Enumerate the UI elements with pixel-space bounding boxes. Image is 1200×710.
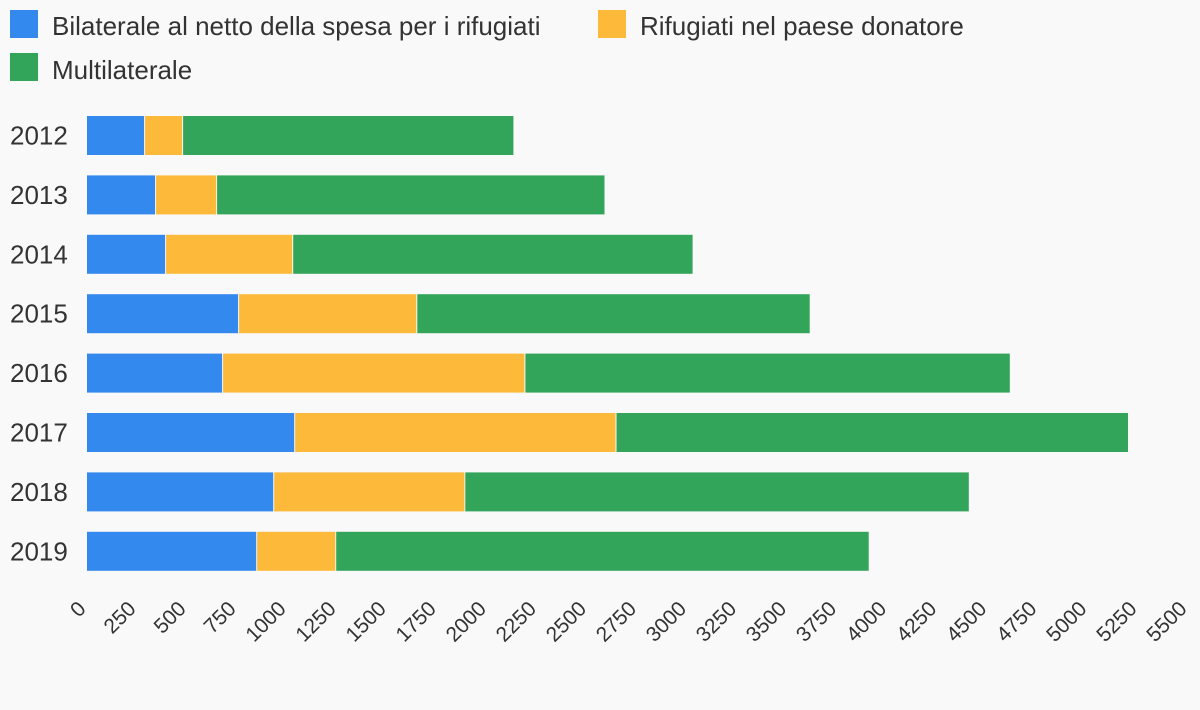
category-label-2012: 2012	[10, 121, 68, 151]
x-tick-label-2250: 2250	[492, 597, 541, 646]
legend-item-multilaterale[interactable]: Multilaterale	[10, 53, 192, 85]
bar-2018-series-2[interactable]	[465, 472, 969, 512]
bar-2014-series-1[interactable]	[166, 234, 293, 274]
category-label-2013: 2013	[10, 180, 68, 210]
x-tick-label-5250: 5250	[1092, 597, 1141, 646]
category-label-2015: 2015	[10, 299, 68, 329]
legend-swatch-rifugiati	[598, 10, 626, 38]
bar-2017-series-1[interactable]	[295, 413, 616, 452]
x-tick-label-4250: 4250	[892, 597, 941, 646]
bar-2015-series-2[interactable]	[417, 294, 810, 334]
legend-item-bilaterale[interactable]: Bilaterale al netto della spesa per i ri…	[10, 10, 541, 41]
legend: Bilaterale al netto della spesa per i ri…	[10, 10, 964, 85]
category-label-2014: 2014	[10, 239, 68, 269]
bar-2019-series-0[interactable]	[87, 531, 257, 571]
x-tick-label-500: 500	[150, 597, 191, 638]
bar-2013-series-1[interactable]	[156, 175, 217, 215]
x-tick-label-5500: 5500	[1142, 597, 1191, 646]
bar-2014-series-0[interactable]	[87, 234, 166, 274]
bar-2017-series-2[interactable]	[616, 413, 1129, 452]
bar-2018-series-0[interactable]	[87, 472, 274, 512]
x-tick-label-4000: 4000	[842, 597, 891, 646]
bar-2014-series-2[interactable]	[293, 234, 693, 274]
bar-2013-series-0[interactable]	[87, 175, 156, 215]
category-label-2019: 2019	[10, 536, 68, 566]
x-tick-label-3500: 3500	[742, 597, 791, 646]
category-label-2017: 2017	[10, 418, 68, 448]
plot-area: 2012 2013 2014 2015 2016 2017 2018 2019	[10, 116, 1128, 571]
x-tick-label-4500: 4500	[942, 597, 991, 646]
legend-swatch-multilaterale	[10, 53, 38, 81]
x-tick-label-250: 250	[99, 597, 140, 638]
x-tick-label-2000: 2000	[442, 597, 491, 646]
legend-label-bilaterale: Bilaterale al netto della spesa per i ri…	[52, 11, 541, 41]
bar-2015-series-1[interactable]	[239, 294, 417, 334]
x-tick-label-750: 750	[200, 597, 241, 638]
bar-2012-series-0[interactable]	[87, 116, 145, 155]
category-label-2016: 2016	[10, 358, 68, 388]
bar-2012-series-2[interactable]	[183, 116, 514, 155]
bar-2013-series-2[interactable]	[217, 175, 605, 215]
x-axis: 0 250 500 750 1000 1250 1500 1750 2000 2250 2500 27…	[66, 597, 1192, 646]
x-tick-label-4750: 4750	[992, 597, 1041, 646]
legend-label-rifugiati: Rifugiati nel paese donatore	[640, 11, 964, 41]
bar-2019-series-1[interactable]	[257, 531, 336, 571]
legend-label-multilaterale: Multilaterale	[52, 55, 192, 85]
bar-2016-series-2[interactable]	[525, 353, 1010, 393]
x-tick-label-2500: 2500	[542, 597, 591, 646]
bar-2016-series-0[interactable]	[87, 353, 223, 393]
x-tick-label-1250: 1250	[291, 597, 340, 646]
bar-2015-series-0[interactable]	[87, 294, 239, 334]
bar-2018-series-1[interactable]	[274, 472, 465, 512]
x-tick-label-2750: 2750	[592, 597, 641, 646]
legend-item-rifugiati[interactable]: Rifugiati nel paese donatore	[598, 10, 964, 41]
category-label-2018: 2018	[10, 477, 68, 507]
bar-2019-series-2[interactable]	[336, 531, 869, 571]
x-tick-label-1500: 1500	[342, 597, 391, 646]
x-tick-label-5000: 5000	[1042, 597, 1091, 646]
bar-2017-series-0[interactable]	[87, 413, 295, 452]
x-tick-label-3250: 3250	[692, 597, 741, 646]
bar-2012-series-1[interactable]	[145, 116, 183, 155]
x-tick-label-1750: 1750	[392, 597, 441, 646]
x-tick-label-3750: 3750	[792, 597, 841, 646]
legend-swatch-bilaterale	[10, 10, 38, 38]
x-tick-label-1000: 1000	[241, 597, 290, 646]
x-tick-label-0: 0	[66, 597, 91, 622]
bar-2016-series-1[interactable]	[223, 353, 525, 393]
x-tick-label-3000: 3000	[642, 597, 691, 646]
